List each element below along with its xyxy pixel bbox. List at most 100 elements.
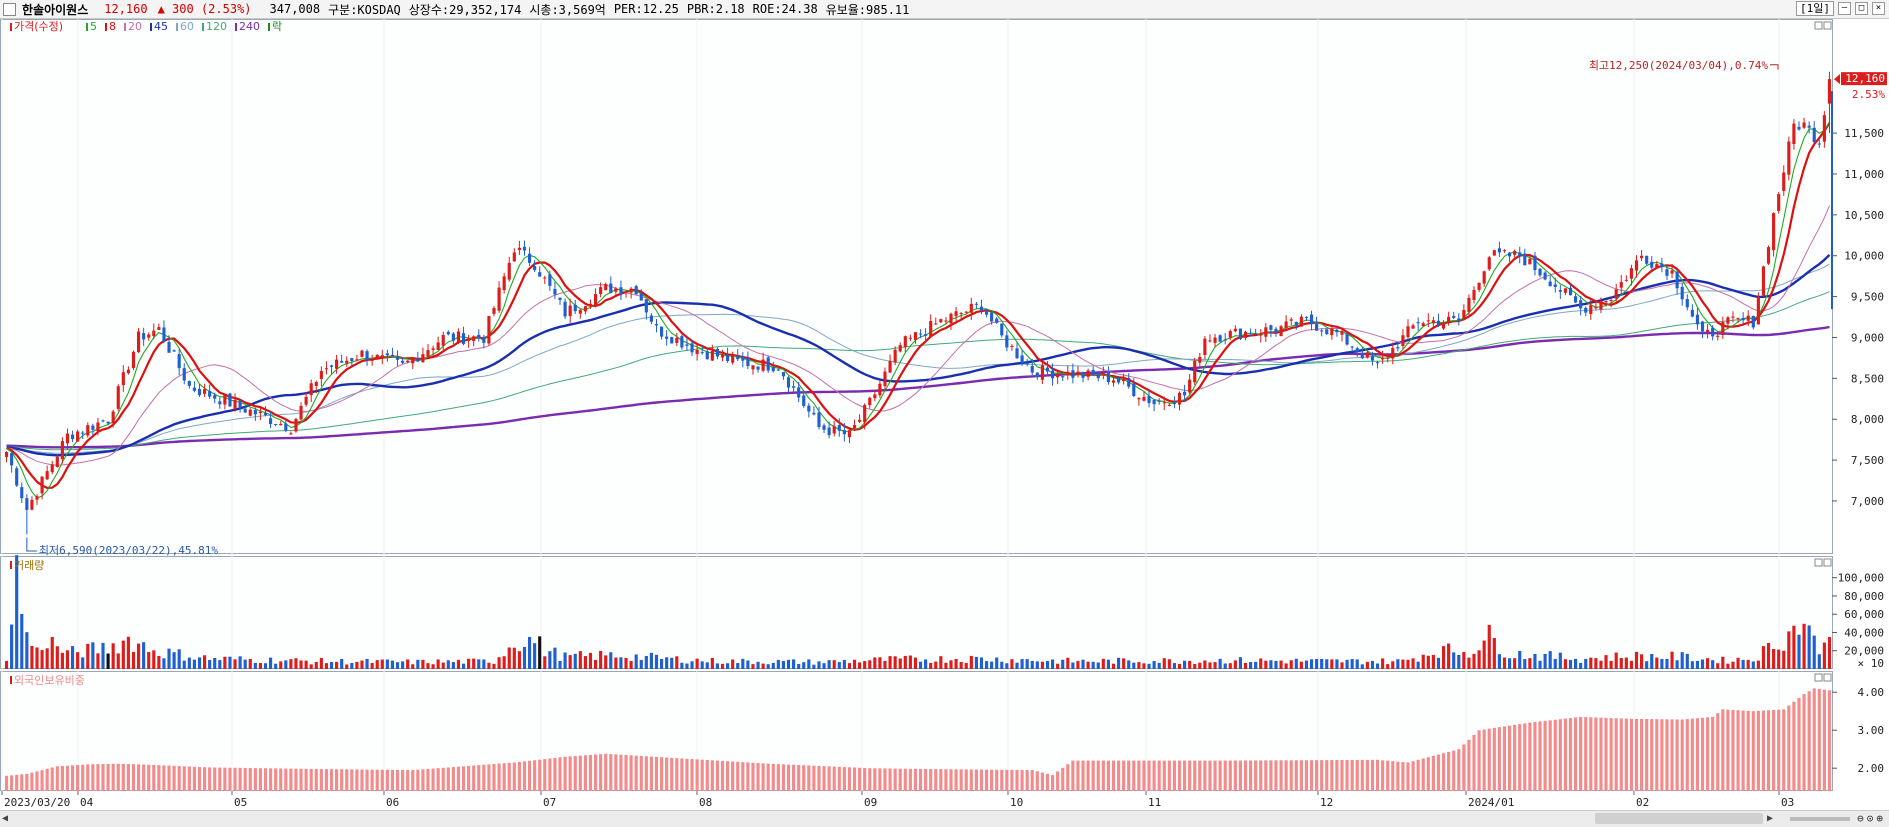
- volume-bar: [1370, 660, 1375, 669]
- volume-bar: [670, 657, 674, 669]
- volume-bar: [416, 659, 420, 669]
- volume-bar: [172, 652, 176, 669]
- candle-body: [350, 358, 354, 361]
- volume-bar: [736, 663, 740, 669]
- foreign-ratio-bar: [1812, 688, 1816, 791]
- foreign-ratio-bar: [929, 769, 933, 791]
- minimize-icon[interactable]: –: [1838, 2, 1851, 15]
- volume-bar: [599, 650, 603, 669]
- pane-minimize-icon: [1814, 21, 1823, 30]
- scroll-thumb[interactable]: [1595, 813, 1763, 824]
- foreign-ratio-bar: [101, 764, 105, 791]
- foreign-ratio-bar: [1005, 769, 1009, 791]
- zoom-reset-icon[interactable]: ⊙: [1866, 812, 1874, 825]
- period-selector[interactable]: [1일]: [1796, 1, 1834, 16]
- foreign-ratio-bar: [1695, 718, 1700, 791]
- volume-bar: [634, 654, 638, 669]
- candle-body: [1548, 281, 1552, 287]
- zoom-out-icon[interactable]: ⊖: [1857, 812, 1864, 825]
- volume-bar: [954, 659, 958, 669]
- candle-body: [1020, 355, 1024, 364]
- volume-bar: [852, 659, 857, 669]
- candle-body: [15, 468, 19, 486]
- volume-bar: [1660, 658, 1664, 669]
- select-checkbox[interactable]: [3, 2, 16, 16]
- candle-body: [96, 422, 100, 432]
- candle-body: [360, 350, 364, 357]
- foreign-ratio-bar: [416, 769, 420, 791]
- foreign-ratio-bar: [1056, 771, 1060, 791]
- foreign-ratio-bar: [243, 767, 247, 791]
- foreign-ratio-bar: [50, 767, 54, 791]
- close-icon[interactable]: ×: [1872, 2, 1885, 15]
- candle-body: [299, 405, 303, 420]
- foreign-ratio-bar: [136, 764, 141, 791]
- foreign-ratio-bar: [1340, 760, 1344, 791]
- chart-scrollbar[interactable]: ◀ ▶ ⊖ ⊙ ⊕: [0, 810, 1889, 827]
- zoom-in-icon[interactable]: ⊕: [1876, 812, 1883, 825]
- candle-body: [1325, 329, 1329, 335]
- foreign-ratio-bar: [898, 768, 902, 791]
- foreign-ratio-bar: [1543, 720, 1547, 791]
- candle-body: [340, 360, 344, 363]
- foreign-ratio-bar: [116, 763, 120, 791]
- candle-body: [213, 395, 217, 399]
- candle-body: [756, 366, 760, 370]
- volume-bar: [96, 653, 100, 669]
- candle-body: [1594, 307, 1598, 309]
- volume-bar: [1594, 658, 1598, 669]
- volume-bar: [675, 656, 679, 669]
- foreign-ratio-bar: [1198, 760, 1202, 791]
- foreign-ratio-bar: [1264, 760, 1268, 791]
- foreign-ratio-bar: [1817, 689, 1821, 791]
- foreign-ratio-bar: [25, 773, 29, 791]
- volume-bar: [1284, 663, 1288, 669]
- volume-bar: [1563, 659, 1567, 669]
- current-change-pct: 2.53%: [1852, 88, 1885, 101]
- volume-bar: [228, 656, 232, 669]
- foreign-ratio-bar: [375, 769, 379, 791]
- foreign-ratio-bar: [512, 762, 516, 791]
- candle-body: [1152, 399, 1156, 405]
- foreign-ratio-bar: [903, 768, 907, 791]
- volume-bar: [1056, 663, 1060, 669]
- candle-body: [568, 305, 572, 317]
- volume-bar: [1106, 659, 1110, 669]
- foreign-ratio-bar: [538, 759, 542, 791]
- volume-bar: [1289, 660, 1293, 669]
- candle-body: [131, 351, 136, 369]
- volume-bar: [395, 662, 400, 669]
- foreign-ratio-bar: [208, 767, 212, 791]
- x-tick-label: 09: [864, 796, 877, 809]
- candle-body: [522, 246, 527, 251]
- x-tick-label: 12: [1320, 796, 1333, 809]
- volume-bar: [324, 663, 329, 669]
- candle-body: [152, 330, 156, 337]
- candle-body: [1035, 372, 1039, 377]
- foreign-ratio-bar: [324, 769, 329, 791]
- scroll-left-icon[interactable]: ◀: [2, 813, 9, 824]
- volume-bar: [1005, 663, 1009, 669]
- volume-bar: [1462, 652, 1466, 669]
- maximize-icon[interactable]: □: [1855, 2, 1868, 15]
- volume-bar: [55, 646, 59, 669]
- foreign-ratio-bar: [40, 770, 44, 791]
- foreign-ratio-bar: [1320, 760, 1324, 791]
- candle-body: [609, 283, 613, 294]
- stock-chart[interactable]: 7,000 7,500 8,000 8,500 9,000 9,500 10,000 10,5…: [0, 19, 1889, 810]
- volume-bar: [786, 659, 791, 669]
- candle-body: [1726, 317, 1730, 324]
- foreign-ratio-bar: [1345, 759, 1349, 791]
- price-tick-label: 11,500: [1844, 127, 1884, 140]
- zoom-slider[interactable]: [1790, 816, 1851, 821]
- scroll-right-icon[interactable]: ▶: [1767, 813, 1774, 824]
- foreign-ratio-bar: [1700, 717, 1705, 791]
- foreign-ratio-bar: [1101, 760, 1105, 791]
- candle-body: [431, 348, 435, 350]
- volume-bar: [20, 613, 24, 669]
- volume-bar: [91, 642, 95, 669]
- candle-body: [116, 386, 120, 409]
- foreign-ratio-bar: [1360, 759, 1364, 791]
- pane-frame: [0, 19, 1833, 554]
- foreign-ratio-bar: [329, 769, 334, 791]
